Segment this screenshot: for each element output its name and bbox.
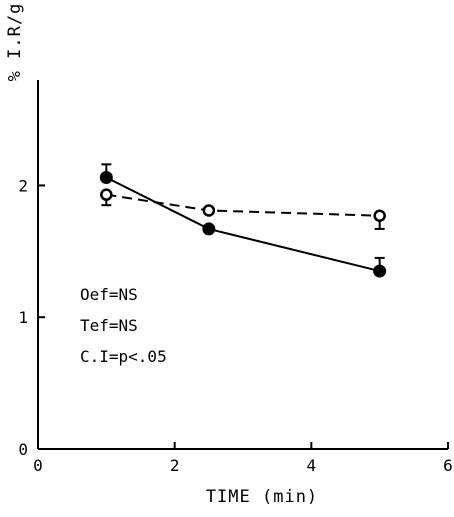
series-1-point	[373, 264, 387, 278]
annotation-tef: Tef=NS	[80, 316, 138, 335]
series-1-point	[202, 222, 216, 236]
y-ticks: 0 1 2	[18, 176, 45, 459]
x-axis-title: TIME (min)	[206, 487, 318, 507]
series-2-point	[373, 209, 386, 222]
x-tick-label: 0	[33, 456, 43, 475]
annotation-oef: Oef=NS	[80, 285, 138, 304]
x-ticks: 0 2 4 6	[33, 442, 453, 475]
x-tick-label: 4	[307, 456, 317, 475]
y-tick-label: 1	[18, 308, 28, 327]
annotation-ci: C.I=p<.05	[80, 347, 167, 366]
series-1-point	[99, 171, 113, 185]
x-tick-label: 2	[170, 456, 180, 475]
series-2-point	[100, 188, 113, 201]
series	[99, 163, 387, 278]
y-tick-label: 0	[18, 440, 28, 459]
x-tick-label: 6	[443, 456, 453, 475]
axes	[37, 80, 448, 450]
series-1-line	[105, 176, 380, 273]
y-tick-label: 2	[18, 176, 28, 195]
series-2-point	[202, 204, 216, 217]
y-axis-title: % I.R/g	[5, 3, 25, 82]
